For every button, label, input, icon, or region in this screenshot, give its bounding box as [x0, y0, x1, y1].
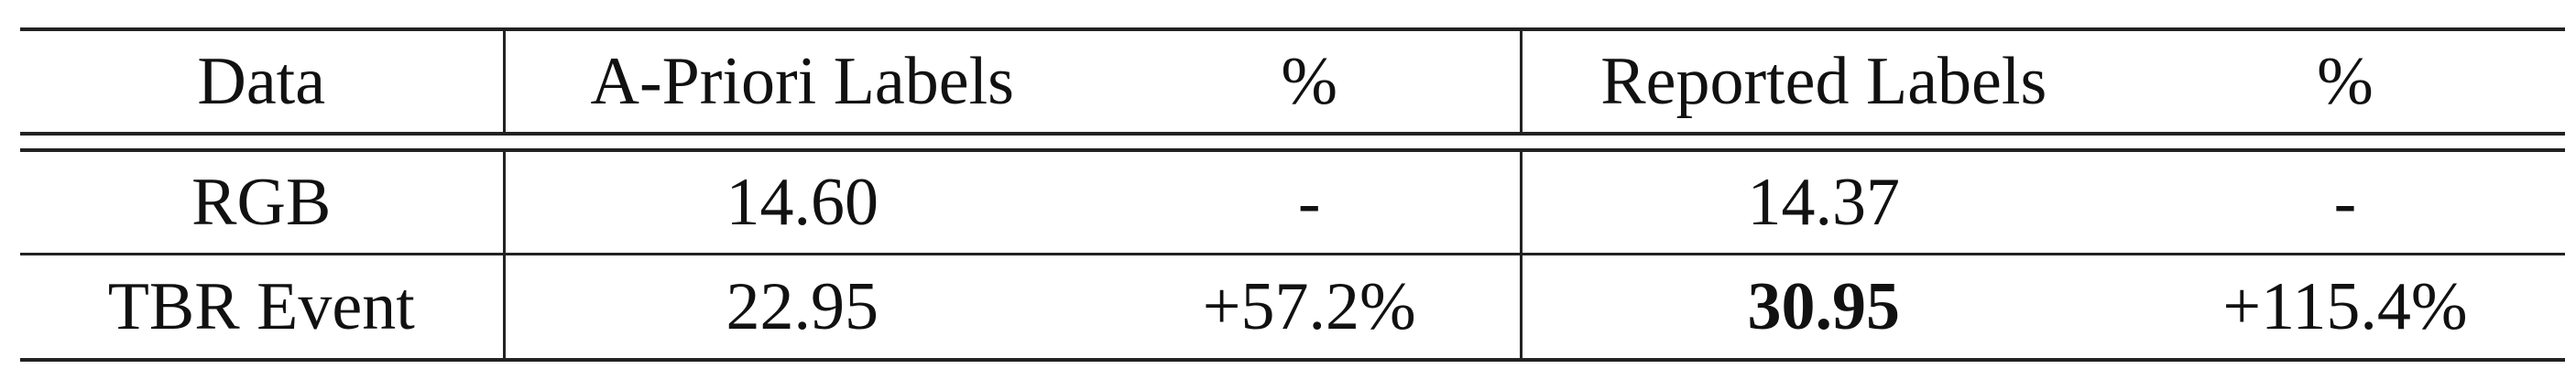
table-row-rgb: RGB 14.60 - 14.37 -: [20, 148, 2565, 255]
cell-apriori-rgb: 14.60: [504, 148, 1099, 255]
cell-apriori-tbr: 22.95: [504, 254, 1099, 362]
header-gap: [20, 134, 2565, 150]
cell-apriori-pct-tbr: +57.2%: [1099, 254, 1523, 362]
header-apriori-labels: A-Priori Labels: [504, 27, 1099, 136]
header-data: Data: [20, 27, 506, 136]
header-reported-percent: %: [2125, 27, 2565, 136]
results-table: Data A-Priori Labels % Reported Labels %…: [20, 27, 2565, 362]
cell-reported-pct-tbr: +115.4%: [2125, 254, 2565, 362]
cell-reported-pct-rgb: -: [2125, 148, 2565, 255]
cell-data-tbr: TBR Event: [20, 254, 506, 362]
table-row-tbr-event: TBR Event 22.95 +57.2% 30.95 +115.4%: [20, 254, 2565, 362]
cell-reported-rgb: 14.37: [1521, 148, 2125, 255]
header-reported-labels: Reported Labels: [1521, 27, 2125, 136]
header-row: Data A-Priori Labels % Reported Labels %: [20, 27, 2565, 136]
cell-data-rgb: RGB: [20, 148, 506, 255]
header-apriori-percent: %: [1099, 27, 1523, 136]
cell-reported-tbr: 30.95: [1521, 254, 2125, 362]
cell-apriori-pct-rgb: -: [1099, 148, 1523, 255]
